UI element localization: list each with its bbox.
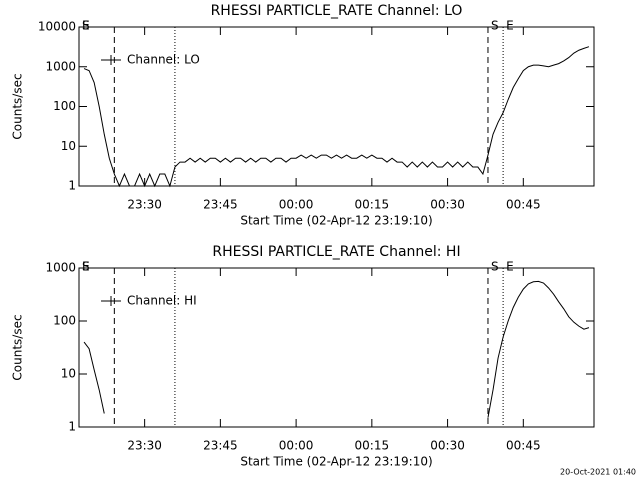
x-tick-label: 00:00 — [279, 439, 314, 453]
y-tick-label: 1000 — [45, 261, 76, 275]
x-tick-label: 00:15 — [355, 439, 390, 453]
x-tick-label: 23:30 — [127, 198, 162, 212]
y-tick-label: 1000 — [45, 59, 76, 73]
y-axis-title: Counts/sec — [11, 314, 25, 380]
y-tick-label: 1 — [68, 179, 76, 193]
y-tick-label: 100 — [53, 314, 76, 328]
x-tick-label: 23:30 — [127, 439, 162, 453]
x-axis-title: Start Time (02-Apr-12 23:19:10) — [240, 455, 432, 469]
footer: 20-Oct-2021 01:40 — [560, 468, 636, 477]
data-line — [83, 46, 590, 188]
x-tick-label: 00:15 — [355, 198, 390, 212]
event-flag: E — [82, 260, 90, 274]
y-tick-label: 10000 — [38, 20, 76, 34]
x-axis-title: Start Time (02-Apr-12 23:19:10) — [240, 214, 432, 228]
event-flag: S — [82, 260, 90, 274]
data-line — [83, 280, 590, 418]
y-tick-label: 1 — [68, 420, 76, 434]
event-flag: E — [506, 19, 514, 33]
event-flag: S — [491, 260, 499, 274]
event-flag: S — [82, 19, 90, 33]
x-tick-label: 23:45 — [203, 439, 238, 453]
y-tick-label: 100 — [53, 99, 76, 113]
x-tick-label: 00:30 — [430, 198, 465, 212]
y-tick-label: 10 — [61, 139, 76, 153]
y-axis-title: Counts/sec — [11, 73, 25, 139]
x-tick-label: 00:45 — [506, 439, 541, 453]
legend-label: Channel: HI — [127, 294, 197, 308]
x-tick-label: 00:30 — [430, 439, 465, 453]
legend-label: Channel: LO — [127, 53, 200, 67]
event-flag: E — [506, 260, 514, 274]
x-tick-label: 00:00 — [279, 198, 314, 212]
event-flag: E — [82, 19, 90, 33]
chart-title: RHESSI PARTICLE_RATE Channel: HI — [212, 244, 460, 260]
event-flag: S — [491, 19, 499, 33]
x-tick-label: 00:45 — [506, 198, 541, 212]
y-tick-label: 10 — [61, 367, 76, 381]
x-tick-label: 23:45 — [203, 198, 238, 212]
chart-title: RHESSI PARTICLE_RATE Channel: LO — [211, 3, 463, 19]
